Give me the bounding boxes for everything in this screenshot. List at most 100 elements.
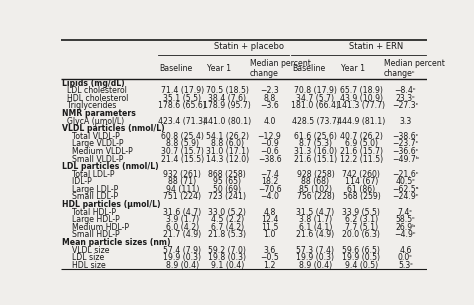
Text: 932 (261): 932 (261) bbox=[164, 170, 201, 179]
Text: 6.0 (4.2): 6.0 (4.2) bbox=[166, 223, 199, 232]
Text: 4.8: 4.8 bbox=[264, 208, 276, 217]
Text: 5.3ᶜ: 5.3ᶜ bbox=[398, 261, 413, 270]
Text: 21.6 (15.7): 21.6 (15.7) bbox=[340, 147, 383, 156]
Text: 40.7 (26.2): 40.7 (26.2) bbox=[340, 132, 383, 141]
Text: 85 (102): 85 (102) bbox=[299, 185, 332, 194]
Text: 21.8 (5.3): 21.8 (5.3) bbox=[208, 231, 246, 239]
Text: 95 (65): 95 (65) bbox=[213, 177, 241, 186]
Text: 6.2 (3.1): 6.2 (3.1) bbox=[345, 215, 378, 224]
Text: 114 (67): 114 (67) bbox=[345, 177, 378, 186]
Text: −0.5: −0.5 bbox=[260, 253, 279, 262]
Text: −3.6: −3.6 bbox=[260, 101, 279, 110]
Text: Medium HDL-P: Medium HDL-P bbox=[62, 223, 129, 232]
Text: 19.9 (0.3): 19.9 (0.3) bbox=[164, 253, 201, 262]
Text: 88 (68): 88 (68) bbox=[301, 177, 329, 186]
Text: 19.9 (0.3): 19.9 (0.3) bbox=[296, 253, 335, 262]
Text: −23.7ᶜ: −23.7ᶜ bbox=[392, 139, 419, 148]
Text: Baseline: Baseline bbox=[292, 64, 325, 73]
Text: −2.3: −2.3 bbox=[260, 86, 279, 95]
Text: 3.6: 3.6 bbox=[264, 246, 276, 255]
Text: 8.9 (0.4): 8.9 (0.4) bbox=[299, 261, 332, 270]
Text: 21.6 (15.1): 21.6 (15.1) bbox=[294, 155, 337, 163]
Text: −8.4ᶜ: −8.4ᶜ bbox=[394, 86, 416, 95]
Text: 31.6 (4.7): 31.6 (4.7) bbox=[163, 208, 201, 217]
Text: 43.9 (10.9): 43.9 (10.9) bbox=[340, 94, 383, 103]
Text: 6.7 (4.2): 6.7 (4.2) bbox=[211, 223, 244, 232]
Text: 8.8 (6.0): 8.8 (6.0) bbox=[211, 139, 244, 148]
Text: −24.9ᶜ: −24.9ᶜ bbox=[392, 192, 419, 202]
Text: −7.4: −7.4 bbox=[260, 170, 279, 179]
Text: 23.3ᶜ: 23.3ᶜ bbox=[395, 94, 416, 103]
Text: 21.7 (4.9): 21.7 (4.9) bbox=[163, 231, 201, 239]
Text: 444.9 (81.1): 444.9 (81.1) bbox=[337, 117, 385, 126]
Text: Small LDL-P: Small LDL-P bbox=[62, 192, 118, 202]
Text: 94 (111): 94 (111) bbox=[165, 185, 199, 194]
Text: 9.1 (0.4): 9.1 (0.4) bbox=[210, 261, 244, 270]
Text: NMR parameters: NMR parameters bbox=[62, 109, 136, 118]
Text: LDL size: LDL size bbox=[62, 253, 104, 262]
Text: 8.9 (0.4): 8.9 (0.4) bbox=[166, 261, 199, 270]
Text: 65.7 (18.9): 65.7 (18.9) bbox=[340, 86, 383, 95]
Text: Statin + placebo: Statin + placebo bbox=[214, 42, 284, 51]
Text: 71.4 (17.9): 71.4 (17.9) bbox=[161, 86, 204, 95]
Text: 8.7 (5.3): 8.7 (5.3) bbox=[299, 139, 332, 148]
Text: 58.5ᶜ: 58.5ᶜ bbox=[395, 215, 416, 224]
Text: −38.6ᶜ: −38.6ᶜ bbox=[392, 132, 419, 141]
Text: 4.6: 4.6 bbox=[399, 246, 411, 255]
Text: 40.5ᶜ: 40.5ᶜ bbox=[395, 177, 416, 186]
Text: 742 (260): 742 (260) bbox=[342, 170, 380, 179]
Text: 12.2 (11.5): 12.2 (11.5) bbox=[340, 155, 383, 163]
Text: Lipids (mg/dL): Lipids (mg/dL) bbox=[62, 79, 125, 88]
Text: 178.6 (65.6): 178.6 (65.6) bbox=[158, 101, 206, 110]
Text: IDL-P: IDL-P bbox=[62, 177, 92, 186]
Text: 7.4ᶜ: 7.4ᶜ bbox=[398, 208, 413, 217]
Text: 8.8: 8.8 bbox=[264, 94, 276, 103]
Text: 178.9 (95.7): 178.9 (95.7) bbox=[203, 101, 251, 110]
Text: Baseline: Baseline bbox=[160, 64, 193, 73]
Text: 441.0 (80.1): 441.0 (80.1) bbox=[203, 117, 251, 126]
Text: 4.5 (2.2): 4.5 (2.2) bbox=[211, 215, 244, 224]
Text: 4.0: 4.0 bbox=[264, 117, 276, 126]
Text: 57.4 (7.9): 57.4 (7.9) bbox=[164, 246, 201, 255]
Text: Year 1: Year 1 bbox=[341, 64, 365, 73]
Text: 9.4 (0.5): 9.4 (0.5) bbox=[345, 261, 378, 270]
Text: 88 (71): 88 (71) bbox=[168, 177, 196, 186]
Text: 11.5: 11.5 bbox=[261, 223, 278, 232]
Text: −38.6: −38.6 bbox=[258, 155, 282, 163]
Text: Large VLDL-P: Large VLDL-P bbox=[62, 139, 124, 148]
Text: 50 (69): 50 (69) bbox=[213, 185, 241, 194]
Text: Total VLDL-P: Total VLDL-P bbox=[62, 132, 120, 141]
Text: Triglycerides: Triglycerides bbox=[62, 101, 117, 110]
Text: Small VLDL-P: Small VLDL-P bbox=[62, 155, 124, 163]
Text: −62.5ᵃ: −62.5ᵃ bbox=[392, 185, 419, 194]
Text: Median percent
changeᶜ: Median percent changeᶜ bbox=[383, 59, 445, 78]
Text: 33.0 (5.2): 33.0 (5.2) bbox=[209, 208, 246, 217]
Text: −12.9: −12.9 bbox=[258, 132, 282, 141]
Text: 868 (258): 868 (258) bbox=[209, 170, 246, 179]
Text: 31.3 (16.0): 31.3 (16.0) bbox=[294, 147, 337, 156]
Text: 18.2: 18.2 bbox=[261, 177, 278, 186]
Text: Median percent
change: Median percent change bbox=[249, 59, 310, 78]
Text: −4.9ᶜ: −4.9ᶜ bbox=[394, 231, 416, 239]
Text: 20.0 (6.3): 20.0 (6.3) bbox=[342, 231, 380, 239]
Text: −21.6ᶜ: −21.6ᶜ bbox=[392, 170, 419, 179]
Text: 12.4: 12.4 bbox=[261, 215, 278, 224]
Text: 21.4 (15.5): 21.4 (15.5) bbox=[161, 155, 204, 163]
Text: Statin + ERN: Statin + ERN bbox=[348, 42, 403, 51]
Text: LDL particles (nmol/L): LDL particles (nmol/L) bbox=[62, 162, 159, 171]
Text: 3.8 (1.7): 3.8 (1.7) bbox=[299, 215, 332, 224]
Text: 0.0ᶜ: 0.0ᶜ bbox=[398, 253, 413, 262]
Text: Total LDL-P: Total LDL-P bbox=[62, 170, 115, 179]
Text: Large LDL-P: Large LDL-P bbox=[62, 185, 118, 194]
Text: VLDL size: VLDL size bbox=[62, 246, 109, 255]
Text: 428.5 (73.7): 428.5 (73.7) bbox=[292, 117, 339, 126]
Text: HDL size: HDL size bbox=[62, 261, 106, 270]
Text: GlycA (μmol/L): GlycA (μmol/L) bbox=[62, 117, 124, 126]
Text: 60.8 (25.4): 60.8 (25.4) bbox=[161, 132, 204, 141]
Text: 723 (241): 723 (241) bbox=[208, 192, 246, 202]
Text: 19.9 (0.5): 19.9 (0.5) bbox=[342, 253, 381, 262]
Text: Small HDL-P: Small HDL-P bbox=[62, 231, 120, 239]
Text: 14.3 (12.0): 14.3 (12.0) bbox=[206, 155, 249, 163]
Text: 31.5 (4.7): 31.5 (4.7) bbox=[296, 208, 335, 217]
Text: 59.6 (6.5): 59.6 (6.5) bbox=[342, 246, 380, 255]
